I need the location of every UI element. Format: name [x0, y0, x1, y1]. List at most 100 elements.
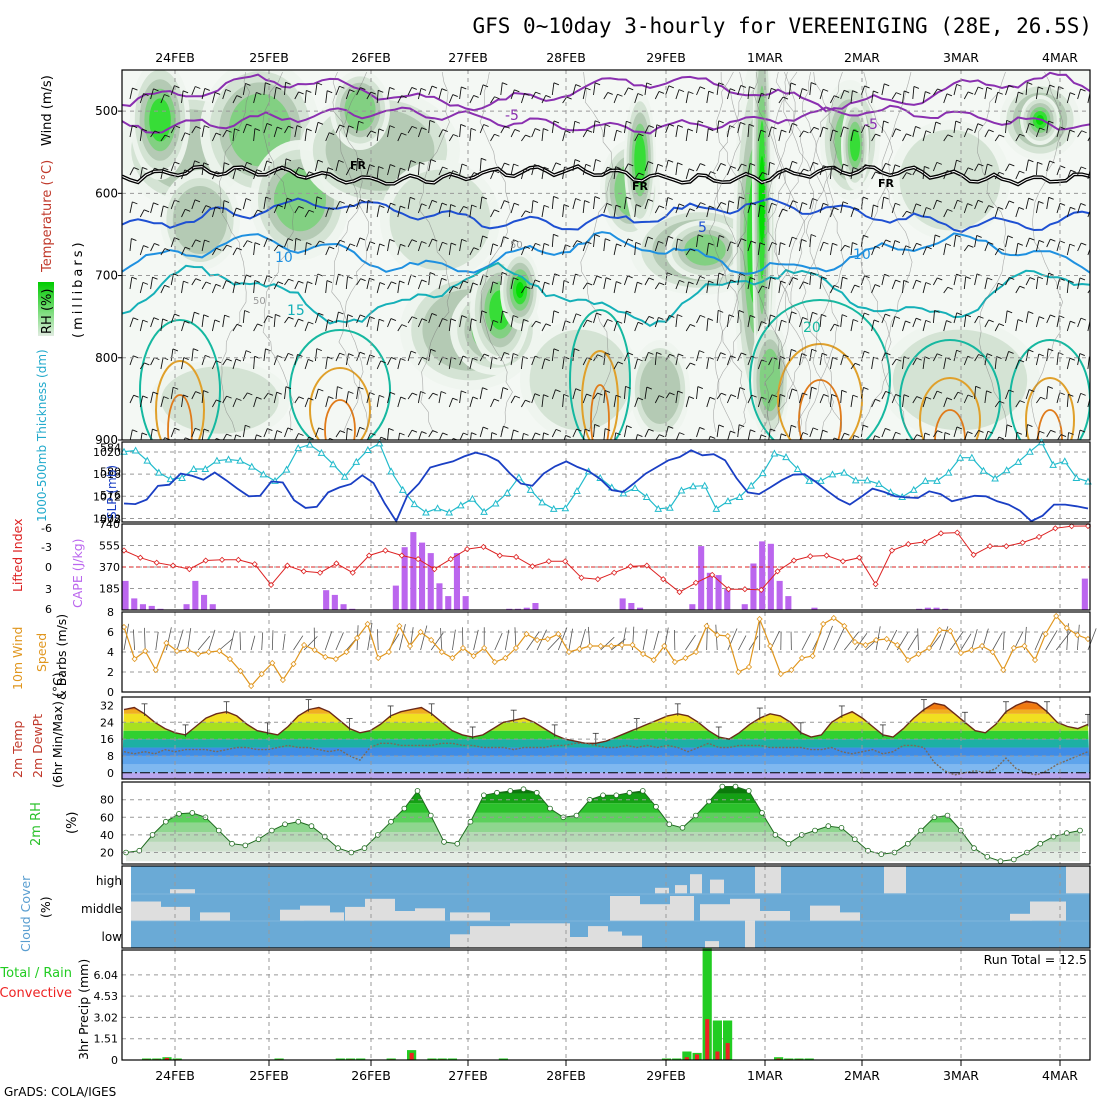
- wind-point: [777, 670, 784, 678]
- wind-barb: [696, 86, 701, 96]
- wind-barb-flag: [874, 435, 880, 439]
- wind-barb: [253, 169, 258, 180]
- thickness-point: [1049, 460, 1058, 468]
- wind-barb-flag: [306, 128, 312, 132]
- cloud-cell: [670, 896, 694, 921]
- rh-blob: [344, 89, 376, 131]
- wind-barb-flag: [1028, 349, 1034, 353]
- wind-barb: [541, 394, 544, 408]
- wind-barb: [557, 627, 568, 651]
- wind-barb: [716, 424, 720, 438]
- rh2-label-b: (%): [65, 812, 80, 835]
- wind-point: [332, 655, 339, 663]
- wind-barb: [181, 394, 184, 408]
- wind-barb-flag: [504, 200, 510, 203]
- wind-barb-flag: [679, 432, 685, 436]
- wind-barb-flag: [1081, 130, 1087, 134]
- wind-barb: [448, 398, 454, 408]
- wind-barb: [314, 348, 318, 362]
- wind-barb-flag: [513, 239, 519, 243]
- wind-point: [512, 644, 520, 652]
- wind-barb-flag: [450, 242, 457, 246]
- wind-barb: [176, 629, 184, 651]
- wind-barb-flag: [843, 163, 849, 167]
- wind-barb-flag: [607, 319, 613, 322]
- wind-barb-flag: [791, 349, 797, 352]
- wind-barb-flag: [1091, 168, 1096, 170]
- rh2-tick: 40: [100, 829, 114, 842]
- wind-barb: [521, 210, 526, 218]
- wind-barb: [593, 312, 597, 324]
- wind-barb: [376, 205, 380, 218]
- wind-barb-flag: [811, 348, 817, 352]
- wind-barb: [1035, 162, 1038, 176]
- wind-barb-flag: [688, 91, 694, 95]
- wind-barb: [479, 310, 483, 324]
- wind-barb-flag: [803, 168, 809, 172]
- slp-tick: 1020: [93, 446, 121, 459]
- wind-barb-flag: [596, 312, 602, 316]
- wind-barb: [551, 162, 557, 172]
- date-tick-bottom: 2MAR: [844, 1068, 880, 1083]
- wind-barb: [881, 196, 885, 210]
- wind-barb-flag: [339, 85, 345, 89]
- wind-point: [894, 641, 901, 649]
- contour-25: [155, 360, 205, 440]
- wind-barb: [1077, 624, 1080, 651]
- wind-barb-flag: [215, 171, 222, 174]
- date-tick-top: 4MAR: [1042, 50, 1078, 65]
- wind-barb: [984, 129, 990, 138]
- wind-barb-flag: [934, 309, 940, 313]
- wind-barb-flag: [1038, 201, 1044, 204]
- li-point: [186, 566, 193, 573]
- wind-barb-flag: [937, 353, 943, 357]
- wind-barb-flag: [535, 242, 541, 246]
- wind-barb: [304, 210, 310, 218]
- wind-barb-flag: [699, 350, 705, 354]
- cape-bar: [331, 594, 338, 610]
- wind-barb: [779, 433, 782, 440]
- wind-barb: [139, 128, 143, 142]
- wind-barb: [1035, 201, 1039, 214]
- wind-barb: [840, 90, 845, 100]
- rh-point: [759, 810, 765, 816]
- wind-barb-flag: [514, 395, 521, 399]
- thickness-point: [155, 468, 163, 476]
- wind-barb: [675, 314, 678, 328]
- wind-barb-flag: [153, 317, 159, 321]
- wind-barb: [891, 92, 897, 100]
- wind-barb-flag: [739, 273, 746, 277]
- wind-barb: [654, 317, 659, 328]
- wind-barb: [170, 237, 175, 248]
- wind-barb: [232, 324, 238, 332]
- wind-barb-flag: [132, 201, 138, 205]
- wind-barb-flag: [441, 277, 447, 281]
- wind-barb-flag: [988, 205, 994, 208]
- wind-barb: [960, 633, 972, 651]
- li-point: [529, 563, 536, 570]
- rh-point: [388, 818, 394, 825]
- thickness-point: [352, 457, 361, 465]
- wind-barb: [397, 396, 402, 408]
- wind-barb-flag: [246, 274, 252, 278]
- wind-barb-flag: [164, 437, 170, 440]
- wind-barb-flag: [411, 125, 418, 129]
- wind-barb: [1066, 207, 1071, 218]
- wind-barb: [407, 350, 412, 362]
- cloud-cell: [810, 905, 840, 921]
- wind-barb: [170, 387, 174, 400]
- wind-barb-flag: [174, 161, 180, 165]
- wind-barb-flag: [999, 400, 1005, 404]
- wind-tick: 8: [107, 606, 114, 619]
- t2-tick: 32: [100, 699, 114, 712]
- wind-barb-flag: [605, 124, 611, 128]
- wind-barb: [132, 629, 135, 651]
- wind-barb: [520, 93, 525, 104]
- wind-barb: [335, 430, 341, 438]
- wind-barb: [345, 204, 351, 214]
- wind-barb: [1066, 321, 1071, 332]
- rh-point: [308, 823, 315, 829]
- wind-barb: [747, 355, 752, 366]
- wind-barb: [170, 199, 175, 210]
- rh-point: [639, 788, 646, 794]
